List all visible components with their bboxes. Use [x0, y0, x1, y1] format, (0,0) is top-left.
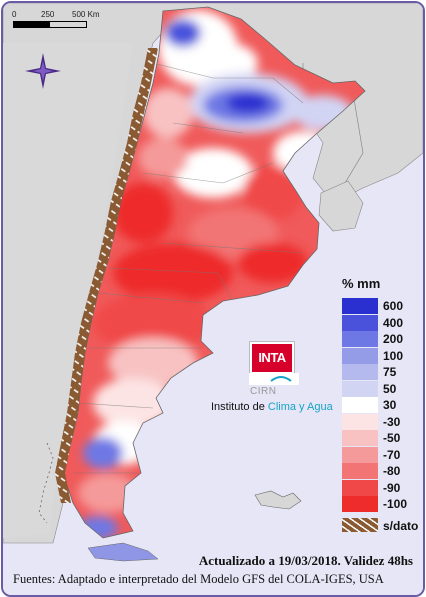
- scale-tick-500: 500 Km: [72, 10, 100, 19]
- legend-title: % mm: [342, 276, 381, 291]
- legend-nodata-swatch: [342, 518, 378, 532]
- cirn-label: CIRN: [250, 386, 277, 397]
- uruguay: [318, 180, 364, 232]
- scale-tick-0: 0: [12, 10, 17, 19]
- tierra-del-fuego: [87, 542, 159, 562]
- legend-swatch-8: [342, 430, 378, 446]
- legend-label-1: 400: [383, 315, 404, 330]
- legend-label-12: -100: [383, 497, 408, 511]
- legend-label-10: -80: [383, 464, 401, 478]
- chile-coast-islands: [38, 442, 54, 524]
- legend-swatch-6: [342, 397, 378, 413]
- cirn-logo-icon: [249, 373, 299, 385]
- scale-bar: [13, 21, 87, 28]
- chile-land: [3, 43, 133, 538]
- inta-logo: INTA: [250, 342, 294, 374]
- legend-label-4: 75: [383, 365, 397, 379]
- andes-nodata: [55, 48, 158, 503]
- legend-swatch-3: [342, 347, 378, 364]
- legend-swatch-0: [342, 298, 378, 314]
- legend-swatch-10: [342, 463, 378, 479]
- legend-label-2: 200: [383, 332, 404, 346]
- instituto-prefix: Instituto de: [211, 401, 268, 413]
- legend-label-3: 100: [383, 348, 404, 363]
- legend-swatch-5: [342, 380, 378, 397]
- province-borders: [73, 62, 304, 474]
- legend-label-9: -70: [383, 447, 401, 462]
- precipitation-anomaly-map: [3, 3, 423, 595]
- legend-nodata-label: s/dato: [383, 519, 419, 533]
- updated-note: Actualizado a 19/03/2018. Validez 48hs: [198, 553, 413, 568]
- legend-label-6: 30: [383, 398, 397, 412]
- legend-label-8: -50: [383, 431, 401, 445]
- legend-swatch-4: [342, 364, 378, 380]
- sources-note: Fuentes: Adaptado e interpretado del Mod…: [13, 572, 384, 586]
- legend-swatch-2: [342, 331, 378, 347]
- legend-swatch-1: [342, 314, 378, 331]
- legend-label-5: 50: [383, 381, 397, 396]
- legend-swatch-12: [342, 496, 378, 512]
- legend-swatch-7: [342, 413, 378, 430]
- scale-tick-250: 250: [41, 10, 55, 19]
- legend-swatch-9: [342, 446, 378, 463]
- legend-label-0: 600: [383, 299, 404, 313]
- instituto-label: Instituto de Clima y Agua: [211, 401, 333, 413]
- legend-label-7: -30: [383, 414, 401, 429]
- malvinas-islands: [254, 490, 302, 510]
- instituto-highlight: Clima y Agua: [267, 401, 333, 413]
- compass-rose-icon: [25, 53, 61, 89]
- legend-swatch-11: [342, 479, 378, 496]
- legend-label-11: -90: [383, 480, 401, 495]
